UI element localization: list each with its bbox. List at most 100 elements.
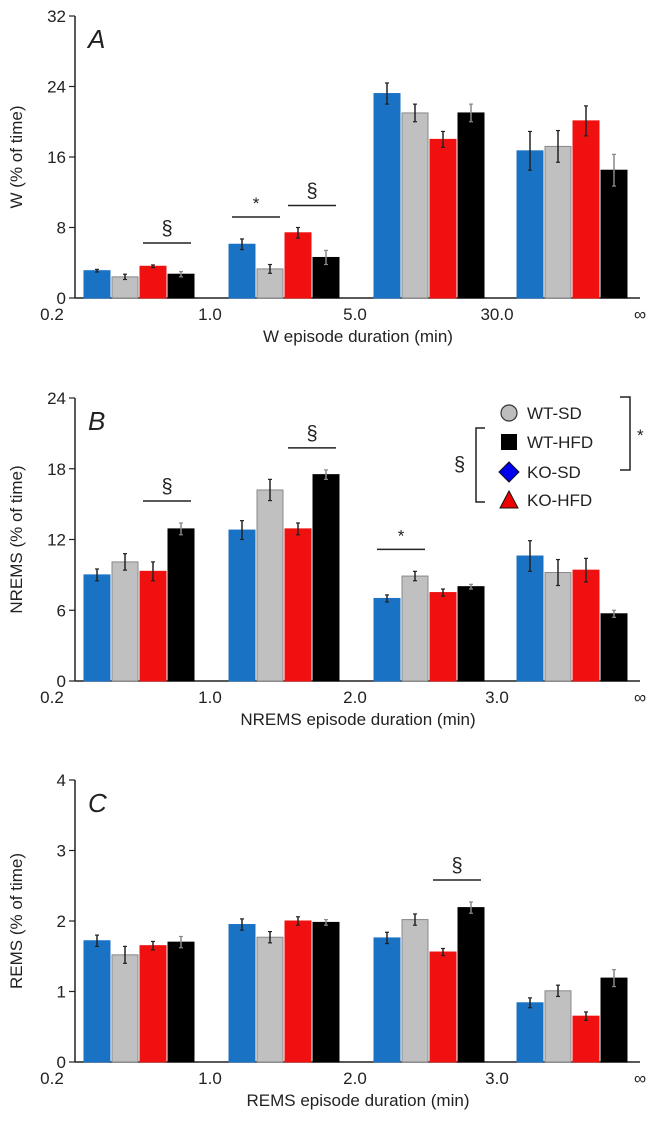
bar-wt-sd xyxy=(544,990,572,1063)
bar-ko-hfd xyxy=(284,232,312,299)
legend-circle-icon xyxy=(500,404,518,422)
y-tick-label: 18 xyxy=(47,460,66,479)
x-tick-label: 1.0 xyxy=(198,688,222,707)
panel-label: B xyxy=(88,406,105,436)
y-tick-label: 0 xyxy=(57,289,66,308)
panel-label: A xyxy=(86,24,105,54)
x-tick-label: ∞ xyxy=(634,1069,646,1088)
bar-wt-hfd xyxy=(600,977,628,1063)
bar-ko-hfd xyxy=(139,945,167,1063)
x-tick-label: 1.0 xyxy=(198,1069,222,1088)
bar-ko-sd xyxy=(83,270,111,299)
bar-ko-hfd xyxy=(284,920,312,1063)
legend-bracket-section xyxy=(475,427,485,503)
x-tick-label: ∞ xyxy=(634,688,646,707)
bar-wt-sd xyxy=(111,954,139,1063)
legend-triangle-icon xyxy=(499,489,519,509)
bar-ko-sd xyxy=(228,924,256,1063)
bar-wt-hfd xyxy=(600,613,628,682)
x-tick-label: 5.0 xyxy=(343,305,367,324)
y-axis-label: REMS (% of time) xyxy=(7,853,26,989)
y-tick-label: 24 xyxy=(47,78,66,97)
bar-ko-hfd xyxy=(429,138,457,299)
bar-wt-sd xyxy=(256,489,284,682)
y-tick-label: 1 xyxy=(57,983,66,1002)
x-tick-label: 0.2 xyxy=(40,1069,64,1088)
bar-ko-sd xyxy=(373,937,401,1063)
significance-marker: § xyxy=(161,218,172,240)
bar-ko-sd xyxy=(83,940,111,1063)
legend-bracket-section-symbol: § xyxy=(454,454,465,476)
x-tick-label: 0.2 xyxy=(40,688,64,707)
legend-label: KO-SD xyxy=(527,463,581,482)
significance-marker: § xyxy=(306,423,317,445)
x-tick-label: 2.0 xyxy=(343,1069,367,1088)
x-tick-label: ∞ xyxy=(634,305,646,324)
bar-ko-sd xyxy=(83,574,111,682)
bar-ko-hfd xyxy=(572,1015,600,1063)
bar-ko-hfd xyxy=(572,569,600,682)
x-tick-label: 3.0 xyxy=(485,688,509,707)
bar-wt-hfd xyxy=(167,273,195,299)
bar-wt-sd xyxy=(401,112,429,299)
bar-wt-sd xyxy=(544,572,572,682)
bar-wt-sd xyxy=(544,145,572,299)
y-tick-label: 32 xyxy=(47,7,66,26)
y-tick-label: 0 xyxy=(57,1053,66,1072)
x-tick-label: 0.2 xyxy=(40,305,64,324)
y-tick-label: 8 xyxy=(57,219,66,238)
legend-bracket-star-symbol: * xyxy=(637,426,644,445)
legend-diamond-icon xyxy=(498,461,520,483)
y-tick-label: 24 xyxy=(47,389,66,408)
bar-ko-sd xyxy=(228,243,256,299)
panel-B: 0 6 12 18 24 0.2 1.0 2.0 3.0 ∞ NREMS episode durat… xyxy=(7,389,646,729)
y-tick-label: 12 xyxy=(47,531,66,550)
x-tick-label: 3.0 xyxy=(485,1069,509,1088)
y-tick-label: 16 xyxy=(47,148,66,167)
bar-wt-sd xyxy=(401,575,429,682)
x-axis-label: NREMS episode duration (min) xyxy=(240,710,475,729)
significance-marker: * xyxy=(253,194,260,213)
legend-bracket-star xyxy=(620,396,631,471)
y-tick-label: 4 xyxy=(57,771,66,790)
bar-wt-hfd xyxy=(167,941,195,1063)
bar-wt-hfd xyxy=(457,586,485,682)
bar-ko-sd xyxy=(516,150,544,299)
significance-marker: § xyxy=(161,476,172,498)
bar-wt-sd xyxy=(111,561,139,682)
y-tick-label: 3 xyxy=(57,842,66,861)
bar-ko-hfd xyxy=(572,120,600,299)
y-tick-label: 2 xyxy=(57,912,66,931)
y-axis-label: W (% of time) xyxy=(7,106,26,209)
y-axis-label: NREMS (% of time) xyxy=(7,465,26,613)
bar-wt-hfd xyxy=(457,907,485,1063)
panel-label: C xyxy=(88,788,107,818)
bar-wt-sd xyxy=(256,936,284,1063)
x-axis-label: W episode duration (min) xyxy=(263,327,453,346)
bar-ko-sd xyxy=(373,93,401,299)
x-tick-label: 2.0 xyxy=(343,688,367,707)
bar-ko-sd xyxy=(228,529,256,682)
bar-ko-sd xyxy=(516,555,544,682)
bar-ko-sd xyxy=(373,597,401,682)
bar-ko-hfd xyxy=(139,570,167,682)
significance-marker: § xyxy=(451,855,462,877)
x-tick-label: 30.0 xyxy=(480,305,513,324)
significance-marker: § xyxy=(306,181,317,203)
bar-ko-hfd xyxy=(429,592,457,682)
bar-ko-hfd xyxy=(284,528,312,682)
bar-wt-hfd xyxy=(167,528,195,682)
bar-wt-sd xyxy=(401,919,429,1063)
bar-wt-hfd xyxy=(312,921,340,1063)
panel-A: 0 8 16 24 32 0.2 1.0 5.0 30.0 ∞ W episode duration… xyxy=(7,7,646,346)
legend-square-icon xyxy=(501,434,517,450)
panel-C: 0 1 2 3 4 0.2 1.0 2.0 3.0 ∞ REMS episode duration … xyxy=(7,771,646,1110)
x-axis-label: REMS episode duration (min) xyxy=(247,1091,470,1110)
bar-ko-sd xyxy=(516,1002,544,1063)
bar-ko-hfd xyxy=(139,265,167,299)
y-tick-label: 0 xyxy=(57,672,66,691)
legend: WT-SD WT-HFD KO-SD KO-HFD * § xyxy=(454,396,644,510)
bar-wt-hfd xyxy=(312,474,340,682)
legend-label: WT-SD xyxy=(527,404,582,423)
